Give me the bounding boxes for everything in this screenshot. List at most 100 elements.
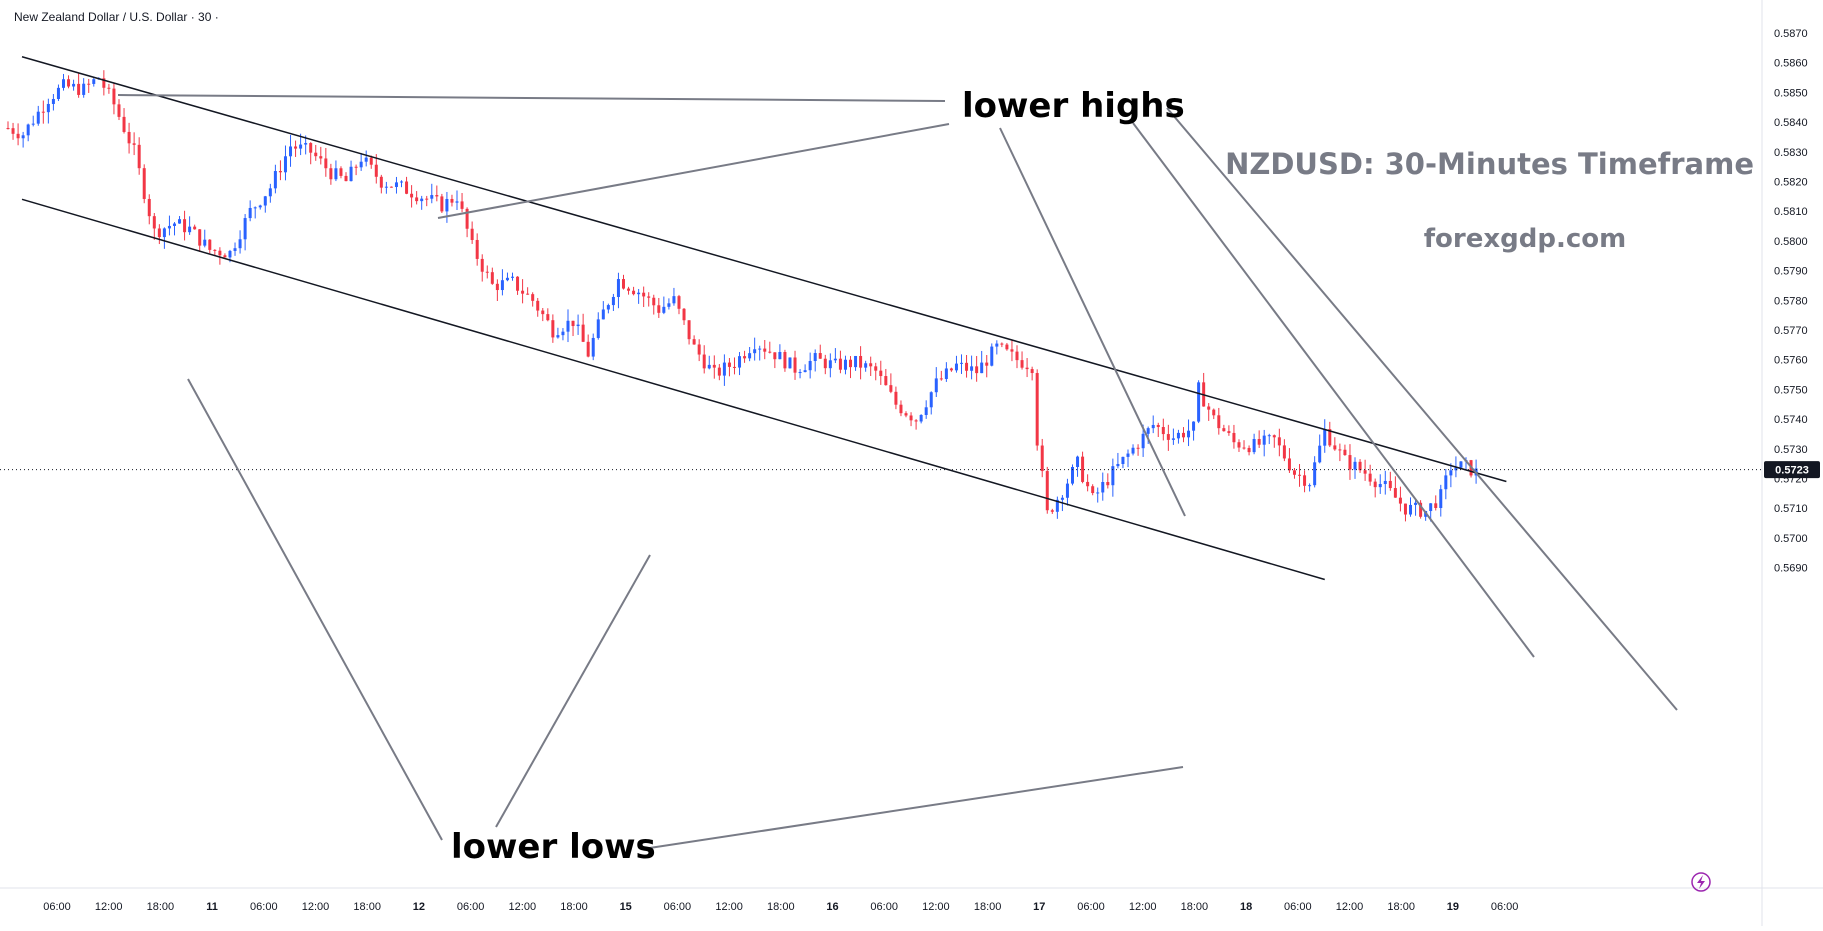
candle xyxy=(727,358,731,377)
candle xyxy=(949,367,953,372)
lower-lows-pointer-3 xyxy=(642,766,1184,850)
candle xyxy=(384,181,388,194)
candle xyxy=(1005,342,1009,351)
lower-lows-pointer-1 xyxy=(187,378,443,841)
candle xyxy=(1146,426,1150,444)
candle xyxy=(36,105,40,126)
candle xyxy=(561,328,565,341)
candle xyxy=(1197,380,1201,424)
lower-highs-label: lower highs xyxy=(962,86,1185,126)
candle xyxy=(178,216,182,224)
candle xyxy=(546,308,550,322)
price-tick-label: 0.5810 xyxy=(1774,206,1808,218)
candle xyxy=(1166,424,1170,451)
candle xyxy=(87,78,91,93)
candle xyxy=(1055,496,1059,519)
candle xyxy=(1025,357,1029,378)
candle xyxy=(1343,444,1347,456)
candle xyxy=(273,164,277,194)
candle xyxy=(1121,456,1125,469)
candle xyxy=(1181,427,1185,443)
candle xyxy=(1237,439,1241,452)
candle xyxy=(884,368,888,386)
candle xyxy=(939,370,943,381)
candle xyxy=(1363,459,1367,481)
time-tick-label: 11 xyxy=(206,901,218,913)
candle xyxy=(556,327,560,339)
price-tick-label: 0.5850 xyxy=(1774,87,1808,99)
candle xyxy=(965,355,969,378)
candle xyxy=(717,364,721,381)
candle xyxy=(1050,508,1054,514)
channel-upper-line xyxy=(21,56,1507,483)
candle xyxy=(253,206,257,219)
time-tick-label: 12:00 xyxy=(1336,901,1364,913)
candle xyxy=(758,345,762,361)
candle xyxy=(606,303,610,314)
price-tick-label: 0.5780 xyxy=(1774,295,1808,307)
candle xyxy=(566,309,570,343)
candle xyxy=(1192,421,1196,441)
candle xyxy=(869,356,873,377)
candle xyxy=(415,191,419,205)
candle xyxy=(31,115,35,127)
candle xyxy=(692,335,696,345)
candle xyxy=(1101,472,1105,501)
candle xyxy=(445,191,449,223)
candle xyxy=(1207,403,1211,421)
price-tick-label: 0.5790 xyxy=(1774,266,1808,278)
candle xyxy=(1303,470,1307,493)
candle xyxy=(541,308,545,322)
candle xyxy=(954,355,958,373)
candle xyxy=(521,279,525,304)
time-tick-label: 19 xyxy=(1447,901,1459,913)
watermark-title: NZDUSD: 30-Minutes Timeframe xyxy=(1225,147,1754,181)
candle xyxy=(183,210,187,241)
candle xyxy=(1076,455,1080,477)
candle xyxy=(1202,372,1206,407)
candle xyxy=(894,386,898,410)
candle xyxy=(838,350,842,374)
candle xyxy=(1187,419,1191,447)
candle xyxy=(889,373,893,394)
candle xyxy=(1328,421,1332,448)
candle xyxy=(975,355,979,382)
price-axis[interactable]: 0.5870 0.5860 0.5850 0.5840 0.5830 0.5820 0.58… xyxy=(1774,28,1808,575)
candle xyxy=(162,227,166,249)
candle xyxy=(1070,464,1074,486)
price-tick-label: 0.5840 xyxy=(1774,117,1808,129)
candle xyxy=(455,190,459,211)
candle xyxy=(394,176,398,194)
time-tick-label: 06:00 xyxy=(664,901,692,913)
candle xyxy=(667,298,671,310)
candle xyxy=(480,254,484,282)
candle xyxy=(410,185,414,208)
channel-lower-line xyxy=(21,198,1325,581)
candle xyxy=(1403,503,1407,522)
candle xyxy=(657,297,661,318)
candle xyxy=(1081,451,1085,484)
candle xyxy=(1232,424,1236,449)
candle xyxy=(1035,369,1039,451)
candle xyxy=(1126,449,1130,468)
candle xyxy=(425,195,429,207)
time-axis[interactable]: 06:00 12:00 18:00 11 06:00 12:00 18:00 12 06:00 1… xyxy=(43,901,1518,913)
candle xyxy=(77,72,81,98)
candle xyxy=(1298,464,1302,487)
channel-lines xyxy=(21,56,1507,581)
candle xyxy=(21,131,25,148)
candle xyxy=(67,75,71,89)
candle xyxy=(289,134,293,167)
price-tick-label: 0.5770 xyxy=(1774,325,1808,337)
price-tick-label: 0.5860 xyxy=(1774,58,1808,70)
candle xyxy=(985,355,989,378)
time-tick-label: 16 xyxy=(826,901,838,913)
candle xyxy=(485,265,489,279)
price-badge xyxy=(1764,461,1820,479)
lightning-icon[interactable] xyxy=(1691,872,1711,892)
candle xyxy=(1323,419,1327,453)
candle xyxy=(223,253,227,258)
candle xyxy=(243,214,247,251)
